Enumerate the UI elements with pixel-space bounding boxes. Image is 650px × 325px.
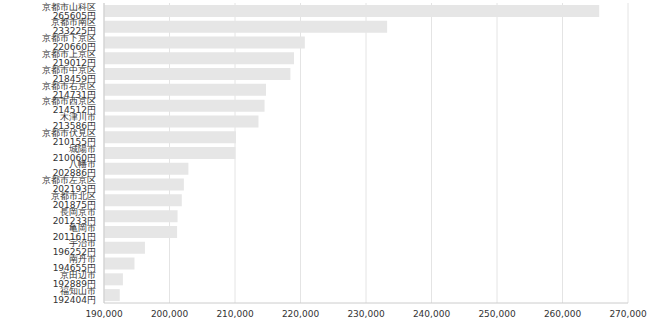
html-text:210155円: 210155円 <box>52 136 96 147</box>
html-text:京田辺市: 京田辺市 <box>60 270 96 280</box>
svg-text:240,000: 240,000 <box>413 309 450 319</box>
html-text:京都市下京区: 京都市下京区 <box>42 33 96 44</box>
svg-text:220,000: 220,000 <box>282 309 319 319</box>
html-text:城陽市: 城陽市 <box>69 143 96 154</box>
html-text:218459円: 218459円 <box>52 73 96 84</box>
html-text:京都市右京区: 京都市右京区 <box>42 80 96 91</box>
html-text:亀岡市: 亀岡市 <box>69 222 96 233</box>
html-text:宇治市: 宇治市 <box>69 238 96 249</box>
html-text:233225円: 233225円 <box>52 26 96 37</box>
html-text:201161円: 201161円 <box>52 231 96 242</box>
html-text:214731円: 214731円 <box>52 89 96 100</box>
html-text:192889円: 192889円 <box>52 279 96 289</box>
svg-text:200,000: 200,000 <box>151 309 188 319</box>
html-text:八幡市: 八幡市 <box>69 159 96 170</box>
html-text:京都市伏見区: 京都市伏見区 <box>42 127 96 138</box>
html-text:194655円: 194655円 <box>52 263 96 274</box>
html-text:京都市西京区: 京都市西京区 <box>42 96 96 107</box>
svg-text:190,000: 190,000 <box>85 309 122 319</box>
svg-text:210,000: 210,000 <box>216 309 253 319</box>
html-text:京都市上京区: 京都市上京区 <box>42 49 96 59</box>
html-text:京都市左京区: 京都市左京区 <box>42 175 96 186</box>
svg-text:250,000: 250,000 <box>478 309 515 319</box>
html-text:214512円: 214512円 <box>52 105 96 116</box>
html-text:265605円: 265605円 <box>52 10 96 21</box>
html-text:213586円: 213586円 <box>52 121 96 132</box>
html-text:長岡京市: 長岡京市 <box>60 206 96 217</box>
html-text:南丹市: 南丹市 <box>69 254 96 265</box>
svg-text:260,000: 260,000 <box>544 309 581 319</box>
html-text:220660円: 220660円 <box>52 42 96 53</box>
html-text:202886円: 202886円 <box>52 168 96 179</box>
html-text:201875円: 201875円 <box>52 200 96 211</box>
html-text:196252円: 196252円 <box>52 247 96 258</box>
html-text:210060円: 210060円 <box>52 152 96 163</box>
svg-text:270,000: 270,000 <box>609 309 642 319</box>
html-text:木津川市: 木津川市 <box>60 112 96 123</box>
html-text:京都市中京区: 京都市中京区 <box>42 64 96 75</box>
html-text:202193円: 202193円 <box>52 184 96 195</box>
html-text:京都市北区: 京都市北区 <box>51 191 96 202</box>
svg-text:230,000: 230,000 <box>347 309 384 319</box>
html-text:京都市南区: 京都市南区 <box>51 17 96 28</box>
html-text:219012円: 219012円 <box>52 58 96 68</box>
html-text:京都市山科区: 京都市山科区 <box>42 1 96 12</box>
svg-text:福知山市192404円: 福知山市192404円 <box>53 286 96 305</box>
html-text:201233円: 201233円 <box>52 215 96 226</box>
